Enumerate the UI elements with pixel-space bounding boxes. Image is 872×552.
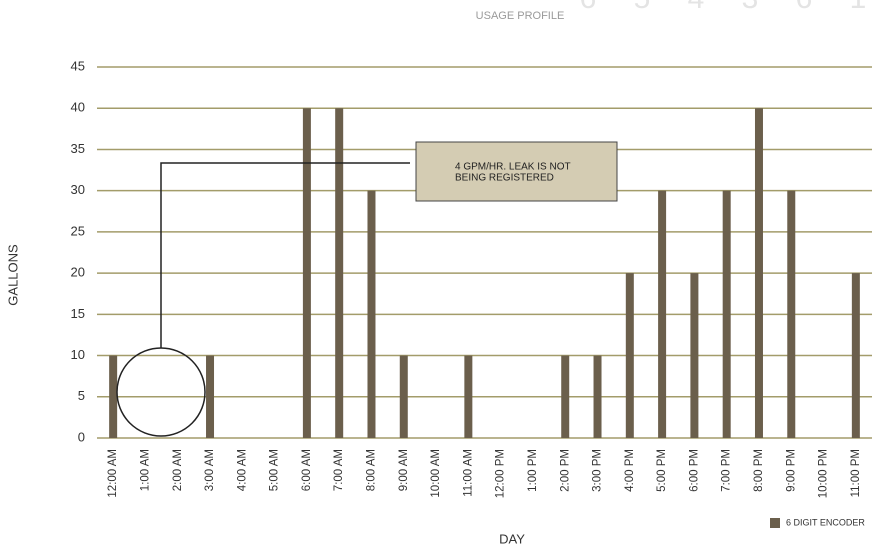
x-axis-label: DAY	[499, 531, 525, 546]
x-tick-label: 12:00 PM	[495, 449, 507, 498]
header-digit: 4	[688, 0, 705, 15]
x-tick-label: 9:00 AM	[398, 449, 410, 491]
y-tick-label: 40	[71, 100, 85, 115]
annotation-box	[415, 141, 618, 202]
header-digit: 6	[580, 0, 597, 15]
y-tick-label: 45	[71, 58, 85, 73]
x-tick-label: 3:00 AM	[204, 449, 216, 491]
x-tick-label: 6:00 AM	[301, 449, 313, 491]
x-tick-label: 12:00 AM	[107, 449, 119, 498]
bar	[464, 355, 473, 438]
annotation: 4 GPM/HR. LEAK IS NOT BEING REGISTERED	[116, 141, 618, 437]
y-axis-label: GALLONS	[5, 244, 20, 306]
annotation-leader	[160, 162, 410, 348]
x-tick-label: 10:00 PM	[818, 449, 830, 498]
y-tick-label: 5	[78, 388, 85, 403]
x-tick-label: 2:00 AM	[172, 449, 184, 491]
bar	[302, 108, 311, 438]
x-tick-label: 9:00 PM	[785, 449, 797, 492]
x-tick-label: 4:00 PM	[624, 449, 636, 492]
y-tick-label: 30	[71, 182, 85, 197]
bar	[109, 355, 118, 438]
bar	[754, 108, 763, 438]
x-tick-label: 1:00 AM	[139, 449, 151, 491]
bar	[206, 355, 215, 438]
header-digit: 1	[850, 0, 867, 15]
bar	[625, 273, 634, 438]
legend-swatch	[770, 518, 780, 528]
bar	[561, 355, 570, 438]
x-tick-label: 6:00 PM	[688, 449, 700, 492]
legend-label: 6 DIGIT ENCODER	[786, 517, 865, 527]
y-tick-label: 10	[71, 347, 85, 362]
x-tick-label: 4:00 AM	[236, 449, 248, 491]
x-tick-label: 10:00 AM	[430, 449, 442, 498]
chart-title: USAGE PROFILE	[476, 10, 565, 22]
header-digit: 5	[634, 0, 651, 15]
y-tick-label: 15	[71, 306, 85, 321]
x-tick-label: 3:00 PM	[592, 449, 604, 492]
x-tick-label: 7:00 PM	[721, 449, 733, 492]
bar	[593, 355, 602, 438]
x-tick-label: 8:00 AM	[366, 449, 378, 491]
bar	[851, 273, 860, 438]
annotation-text: 4 GPM/HR. LEAK IS NOT	[455, 162, 571, 173]
bars	[109, 108, 860, 438]
grid	[97, 66, 872, 439]
x-tick-label: 7:00 AM	[333, 449, 345, 491]
annotation-text: BEING REGISTERED	[455, 173, 554, 184]
x-tick-label: 5:00 AM	[269, 449, 281, 491]
y-tick-label: 35	[71, 141, 85, 156]
bar	[787, 190, 796, 438]
header-digit: 3	[742, 0, 759, 15]
y-tick-label: 0	[78, 429, 85, 444]
bar	[335, 108, 344, 438]
header-digit: 6	[796, 0, 813, 15]
x-tick-label: 2:00 PM	[559, 449, 571, 492]
bar	[722, 190, 731, 438]
x-tick-label: 11:00 AM	[462, 449, 474, 497]
y-tick-label: 20	[71, 265, 85, 280]
x-tick-label: 5:00 PM	[656, 449, 668, 492]
annotation-circle	[116, 347, 206, 437]
x-tick-label: 11:00 PM	[850, 449, 862, 497]
bar	[367, 190, 376, 438]
bar	[399, 355, 408, 438]
x-tick-label: 8:00 PM	[753, 449, 765, 492]
y-tick-label: 25	[71, 223, 85, 238]
bar	[690, 273, 699, 438]
bar	[658, 190, 667, 438]
x-tick-label: 1:00 PM	[527, 449, 539, 492]
